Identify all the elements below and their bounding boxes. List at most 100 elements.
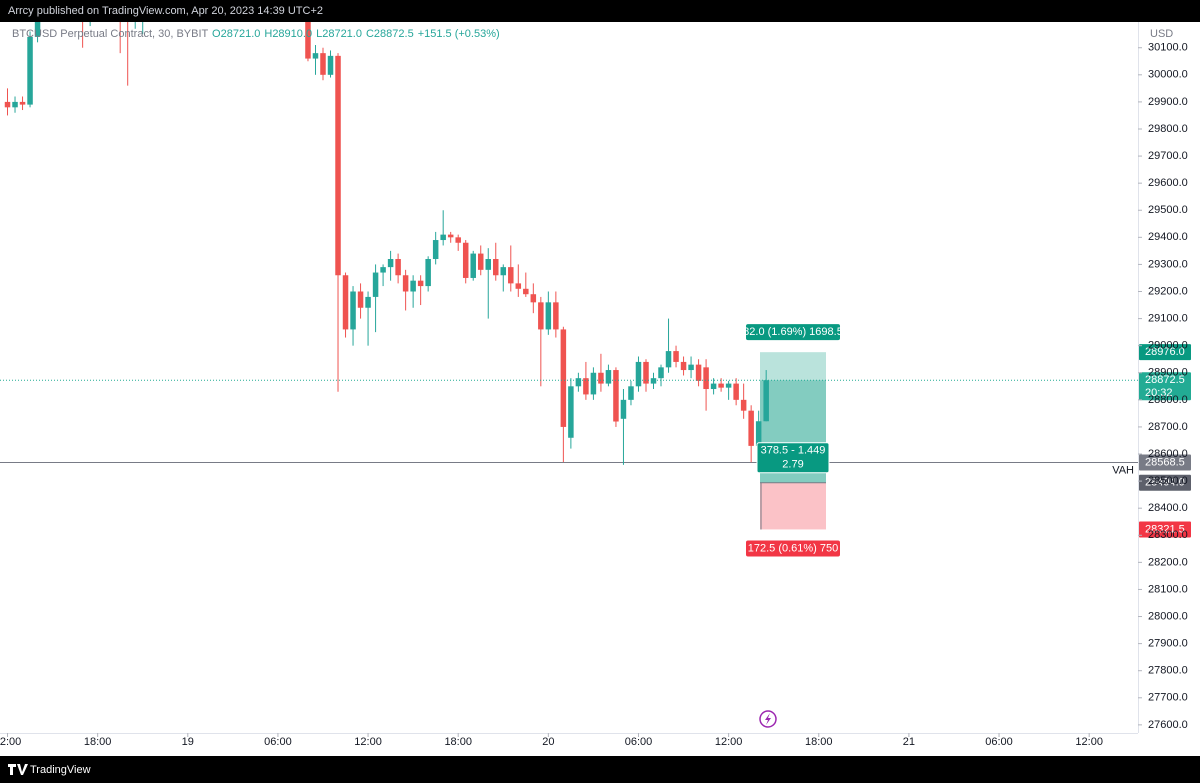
y-tick-label: 29200.0 bbox=[1148, 285, 1188, 297]
ohlc-close: C28872.5 bbox=[366, 28, 414, 40]
ohlc-high: H28910.0 bbox=[264, 28, 312, 40]
candle-body bbox=[620, 399, 627, 419]
candle-body bbox=[748, 410, 754, 446]
candle-body bbox=[365, 296, 371, 308]
candle-body bbox=[320, 53, 326, 75]
y-tick-label: 28000.0 bbox=[1148, 610, 1188, 622]
price-tag-sub: 20:32 bbox=[1145, 387, 1173, 399]
ohlc-change: +151.5 (+0.53%) bbox=[418, 28, 500, 40]
candle-body bbox=[425, 259, 431, 287]
target-label-bg bbox=[746, 324, 840, 341]
candle-body bbox=[665, 351, 672, 368]
stop-label: 172.5 (0.61%) 750 bbox=[748, 542, 839, 554]
candle-body bbox=[568, 386, 574, 438]
candle-body bbox=[12, 101, 18, 108]
x-tick-label: 12:00 bbox=[354, 736, 382, 748]
candle-body bbox=[725, 383, 732, 388]
candle-body bbox=[350, 291, 356, 330]
candle-body bbox=[500, 267, 507, 276]
candle-body bbox=[493, 259, 499, 276]
y-tick-label: 28800.0 bbox=[1148, 394, 1188, 406]
candle-body bbox=[455, 237, 461, 243]
x-tick-label: 06:00 bbox=[625, 736, 653, 748]
candle-body bbox=[605, 370, 612, 384]
candle-body bbox=[387, 259, 394, 268]
y-tick-label: 30000.0 bbox=[1148, 69, 1188, 81]
x-tick-label: 06:00 bbox=[985, 736, 1013, 748]
symbol-title: BTCUSD Perpetual Contract, 30, BYBIT bbox=[12, 28, 209, 40]
candle-body bbox=[643, 361, 649, 384]
candle-body bbox=[305, 22, 311, 59]
candle-body bbox=[372, 272, 379, 297]
stop-zone bbox=[760, 482, 826, 530]
candle-body bbox=[740, 399, 747, 411]
candle-body bbox=[590, 372, 597, 395]
candle-body bbox=[19, 101, 26, 105]
candle-body bbox=[703, 367, 709, 390]
price-tag: 28568.5 bbox=[1145, 456, 1185, 468]
y-tick-label: 27700.0 bbox=[1148, 692, 1188, 704]
y-tick-label: 29800.0 bbox=[1148, 123, 1188, 135]
candle-body bbox=[327, 55, 334, 75]
x-tick-label: 21 bbox=[903, 736, 915, 748]
candle-body bbox=[695, 364, 702, 381]
candle-body bbox=[733, 383, 739, 400]
candle-body bbox=[680, 361, 687, 371]
y-tick-label: 29000.0 bbox=[1148, 340, 1188, 352]
overlay: 482.0 (1.69%) 1698.55 378.5 - 1.449 2.79 17… bbox=[737, 324, 1191, 557]
candle-body bbox=[598, 372, 604, 384]
y-tick-label: 28600.0 bbox=[1148, 448, 1188, 460]
footer-bar bbox=[0, 756, 1200, 783]
candle-body bbox=[530, 294, 537, 303]
header-text: Arrcy published on TradingView.com, Apr … bbox=[8, 5, 323, 17]
y-tick-label: 29900.0 bbox=[1148, 96, 1188, 108]
candle-body bbox=[763, 380, 769, 422]
target-zone-light bbox=[760, 352, 826, 381]
y-tick-label: 27900.0 bbox=[1148, 638, 1188, 650]
candle-body bbox=[710, 383, 717, 390]
stop-label-bg bbox=[746, 540, 840, 557]
y-tick-label: 29600.0 bbox=[1148, 177, 1188, 189]
price-tag: 28494.0 bbox=[1145, 477, 1185, 489]
x-tick-label: 12:00 bbox=[715, 736, 743, 748]
candle-body bbox=[673, 351, 679, 362]
level-label: VAH bbox=[1112, 464, 1134, 476]
candle-body bbox=[4, 101, 11, 108]
x-tick-label: 18:00 bbox=[444, 736, 472, 748]
x-tick-label: 12:00 bbox=[0, 736, 21, 748]
legend: BTCUSD Perpetual Contract, 30, BYBIT O287… bbox=[12, 28, 500, 40]
candle-body bbox=[470, 253, 476, 278]
candle-body bbox=[523, 288, 529, 295]
candle-body bbox=[628, 386, 634, 400]
candle-body bbox=[755, 421, 762, 446]
price-tag-bg bbox=[1139, 454, 1191, 471]
y-tick-label: 30100.0 bbox=[1148, 42, 1188, 54]
candle-body bbox=[718, 383, 724, 388]
ohlc-low: L28721.0 bbox=[316, 28, 362, 40]
event-bolt bbox=[765, 713, 771, 725]
candle-body bbox=[335, 55, 341, 276]
y-tick-label: 28500.0 bbox=[1148, 475, 1188, 487]
candle-body bbox=[410, 280, 416, 292]
candle-body bbox=[380, 267, 386, 273]
candle-body bbox=[447, 234, 454, 238]
candle-body bbox=[485, 259, 492, 270]
price-tag-bg bbox=[1139, 474, 1191, 491]
center-label-1: 378.5 - 1.449 bbox=[761, 445, 826, 457]
candle-body bbox=[583, 378, 589, 395]
candle-body bbox=[395, 259, 401, 276]
y-tick-label: 29100.0 bbox=[1148, 312, 1188, 324]
candle-body bbox=[553, 302, 559, 330]
target-label: 482.0 (1.69%) 1698.55 bbox=[737, 326, 849, 338]
y-tick-label: 29300.0 bbox=[1148, 258, 1188, 270]
candle-body bbox=[538, 302, 544, 330]
candle-body bbox=[508, 267, 514, 284]
candle-body bbox=[27, 36, 33, 105]
y-tick-label: 28900.0 bbox=[1148, 367, 1188, 379]
header-bar bbox=[0, 0, 1200, 22]
price-tag: 28976.0 bbox=[1145, 346, 1185, 358]
currency: USD bbox=[1150, 28, 1173, 40]
x-tick-label: 18:00 bbox=[805, 736, 833, 748]
y-tick-label: 29500.0 bbox=[1148, 204, 1188, 216]
